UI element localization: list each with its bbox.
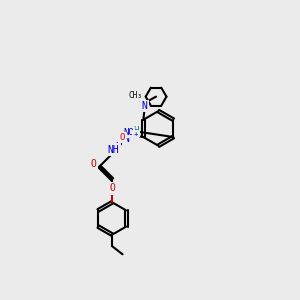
Text: -: -: [116, 131, 122, 141]
Text: O: O: [119, 133, 125, 142]
Text: O: O: [91, 159, 97, 169]
Text: H: H: [134, 126, 139, 135]
Text: NH: NH: [107, 145, 119, 155]
Text: CH₃: CH₃: [128, 91, 142, 100]
Text: N: N: [123, 134, 129, 144]
Text: NO: NO: [123, 128, 134, 137]
Text: O: O: [109, 184, 115, 194]
Text: +: +: [133, 131, 137, 137]
Text: N: N: [142, 101, 148, 111]
